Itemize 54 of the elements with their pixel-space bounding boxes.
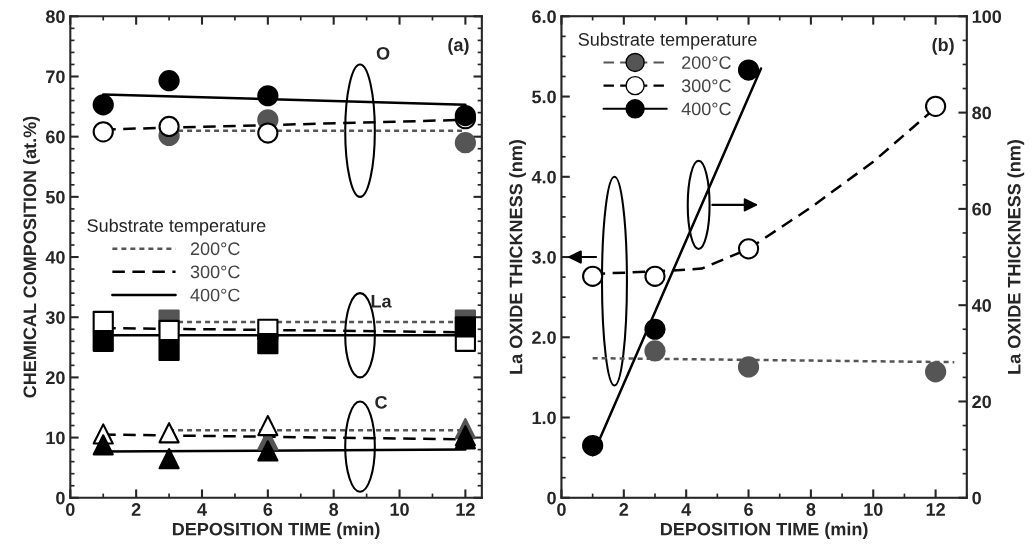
y-axis-title: CHEMICAL COMPOSITION (at.%) bbox=[22, 116, 40, 398]
x-tick-label: 0 bbox=[66, 503, 75, 516]
y-tick-label: 20 bbox=[46, 371, 65, 385]
x-tick-label: 6 bbox=[263, 503, 273, 516]
x-tick-label: 2 bbox=[131, 503, 141, 516]
annotation: (b) bbox=[932, 37, 954, 55]
annotation: (a) bbox=[448, 37, 469, 55]
y-tick-label: 1.0 bbox=[532, 411, 556, 425]
x-tick-label: 4 bbox=[197, 503, 207, 516]
y2-tick-label: 60 bbox=[972, 202, 991, 216]
y2-tick-label: 80 bbox=[972, 106, 991, 120]
annotation: O bbox=[376, 46, 390, 60]
annotation: C bbox=[375, 395, 388, 409]
legend-label: 400°C bbox=[681, 102, 731, 116]
y-tick-label: 50 bbox=[45, 190, 65, 204]
y-tick-label: 4.0 bbox=[531, 170, 556, 184]
legend-label: 300°C bbox=[190, 265, 240, 279]
y-tick-label: 80 bbox=[45, 10, 65, 24]
x-tick-label: 0 bbox=[557, 503, 566, 516]
legend-label: 200°C bbox=[682, 56, 731, 69]
x-tick-label: 10 bbox=[390, 503, 409, 516]
y2-tick-label: 20 bbox=[972, 395, 991, 409]
y-tick-label: 3.0 bbox=[531, 250, 556, 264]
annotation: La bbox=[371, 295, 392, 308]
y-tick-label: 0 bbox=[547, 491, 556, 505]
x-tick-label: 4 bbox=[681, 503, 692, 516]
x-tick-label: 12 bbox=[926, 503, 945, 516]
y-tick-label: 30 bbox=[45, 311, 65, 324]
x-tick-label: 8 bbox=[806, 503, 816, 516]
x-axis-title: DEPOSITION TIME (min) bbox=[172, 522, 380, 540]
legend-label: 300°C bbox=[681, 79, 731, 93]
x-tick-label: 8 bbox=[329, 503, 339, 516]
y-tick-label: 5.0 bbox=[532, 90, 556, 104]
legend-title: Substrate temperature bbox=[578, 32, 757, 50]
y-tick-label: 0 bbox=[56, 491, 65, 505]
y2-tick-label: 100 bbox=[972, 10, 1002, 24]
legend-title: Substrate temperature bbox=[87, 218, 266, 236]
legend-label: 200°C bbox=[190, 242, 240, 256]
y2-axis-title: La OXIDE THICKNESS (nm) bbox=[1007, 140, 1025, 374]
y-tick-label: 10 bbox=[46, 431, 65, 445]
x-tick-label: 2 bbox=[619, 503, 629, 516]
y-tick-label: 6.0 bbox=[532, 10, 556, 24]
y-axis-title: La OXIDE THICKNESS (nm) bbox=[509, 140, 526, 374]
x-axis-title: DEPOSITION TIME (min) bbox=[661, 522, 868, 540]
y-tick-label: 60 bbox=[46, 130, 65, 144]
y-tick-label: 2.0 bbox=[532, 331, 556, 344]
legend-label: 400°C bbox=[190, 288, 240, 302]
y-tick-label: 40 bbox=[45, 250, 65, 264]
y2-tick-label: 0 bbox=[972, 491, 981, 505]
y2-tick-label: 40 bbox=[971, 299, 991, 312]
x-tick-label: 12 bbox=[456, 503, 475, 516]
x-tick-label: 6 bbox=[744, 503, 753, 516]
x-tick-label: 10 bbox=[864, 503, 883, 516]
y-tick-label: 70 bbox=[46, 70, 65, 84]
